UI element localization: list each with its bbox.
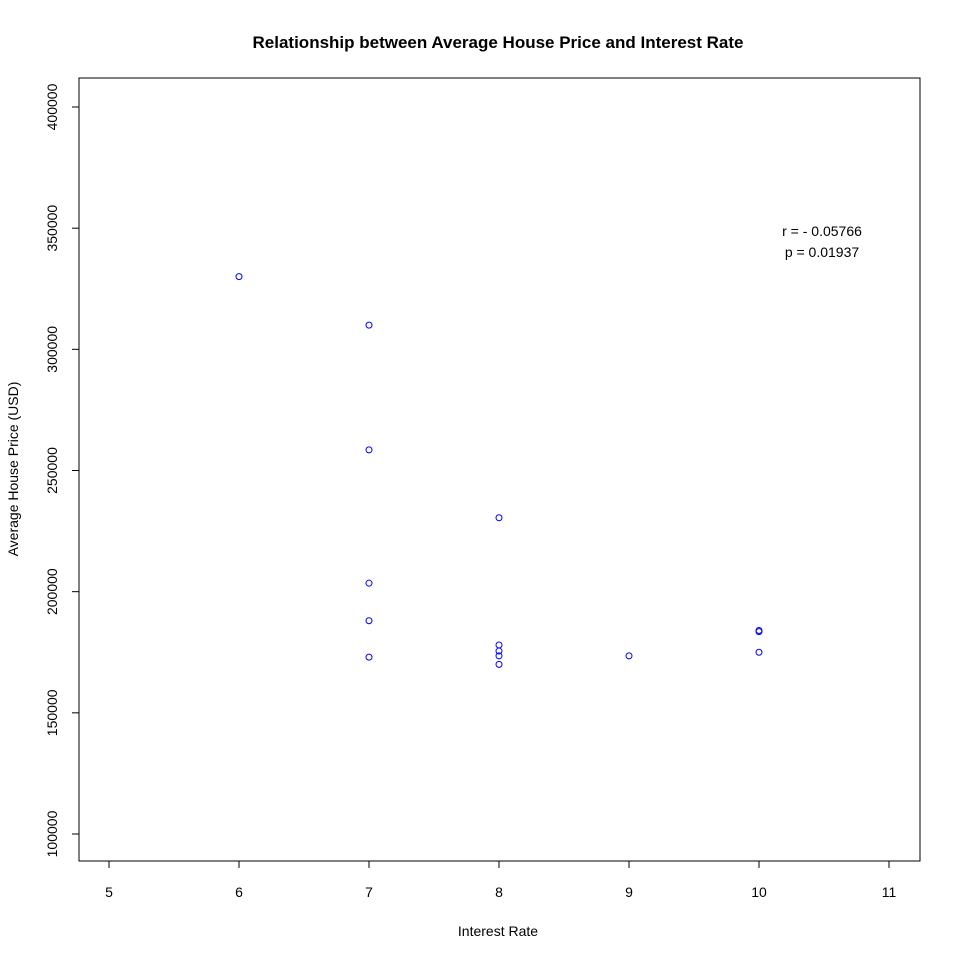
annotation-r: r = - 0.05766 — [782, 223, 862, 239]
data-point — [365, 617, 373, 625]
data-point — [365, 321, 373, 329]
data-point — [495, 514, 503, 522]
x-tick-label: 5 — [105, 884, 113, 900]
x-tick-label: 10 — [751, 884, 767, 900]
y-tick-label: 400000 — [44, 83, 60, 130]
data-point — [495, 660, 503, 668]
data-point — [235, 273, 243, 281]
data-point — [495, 647, 503, 655]
data-point — [755, 628, 763, 636]
data-point — [755, 648, 763, 656]
x-tick-label: 8 — [495, 884, 503, 900]
data-points — [235, 273, 763, 668]
data-point — [625, 652, 633, 660]
x-tick-label: 11 — [882, 884, 897, 900]
data-point — [365, 579, 373, 587]
x-tick-label: 6 — [235, 884, 243, 900]
chart-title: Relationship between Average House Price… — [253, 33, 744, 52]
x-axis: 5 6 7 8 9 10 11 — [105, 861, 896, 900]
annotation-p: p = 0.01937 — [785, 244, 860, 260]
y-tick-label: 250000 — [44, 447, 60, 494]
y-tick-label: 350000 — [44, 205, 60, 252]
x-tick-label: 7 — [365, 884, 373, 900]
y-axis-label: Average House Price (USD) — [5, 382, 21, 557]
x-tick-label: 9 — [625, 884, 633, 900]
data-point — [365, 446, 373, 454]
x-axis-label: Interest Rate — [458, 923, 538, 939]
y-tick-label: 300000 — [44, 326, 60, 373]
y-tick-label: 200000 — [44, 568, 60, 615]
y-tick-label: 150000 — [44, 689, 60, 736]
data-point — [365, 653, 373, 661]
data-point — [495, 641, 503, 649]
y-axis: 100000 150000 200000 250000 300000 350000 4000… — [44, 83, 79, 857]
y-tick-label: 100000 — [44, 810, 60, 857]
plot-frame — [78, 77, 921, 862]
data-point — [495, 652, 503, 660]
